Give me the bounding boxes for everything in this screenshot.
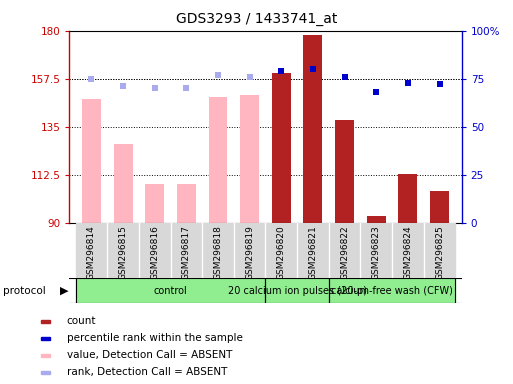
Bar bbox=[41, 320, 50, 323]
Text: GSM296820: GSM296820 bbox=[277, 225, 286, 280]
Text: rank, Detection Call = ABSENT: rank, Detection Call = ABSENT bbox=[67, 367, 227, 377]
Bar bbox=[113, 144, 132, 223]
Bar bbox=[266, 278, 329, 303]
Bar bbox=[82, 99, 101, 223]
Bar bbox=[329, 223, 361, 278]
Text: GSM296818: GSM296818 bbox=[213, 225, 223, 280]
Text: GSM296817: GSM296817 bbox=[182, 225, 191, 280]
Bar bbox=[266, 223, 297, 278]
Text: GSM296815: GSM296815 bbox=[119, 225, 128, 280]
Bar bbox=[41, 371, 50, 374]
Bar bbox=[392, 223, 424, 278]
Bar bbox=[329, 278, 456, 303]
Text: control: control bbox=[154, 286, 187, 296]
Bar bbox=[177, 184, 196, 223]
Bar bbox=[107, 223, 139, 278]
Bar bbox=[399, 174, 418, 223]
Bar bbox=[367, 216, 386, 223]
Bar bbox=[297, 223, 329, 278]
Text: calcium-free wash (CFW): calcium-free wash (CFW) bbox=[331, 286, 453, 296]
Bar bbox=[272, 73, 291, 223]
Bar bbox=[41, 337, 50, 340]
Text: GSM296824: GSM296824 bbox=[403, 225, 412, 280]
Bar bbox=[202, 223, 234, 278]
Bar bbox=[361, 223, 392, 278]
Text: GSM296819: GSM296819 bbox=[245, 225, 254, 280]
Text: ▶: ▶ bbox=[60, 286, 68, 296]
Bar bbox=[170, 223, 202, 278]
Text: GDS3293 / 1433741_at: GDS3293 / 1433741_at bbox=[176, 12, 337, 25]
Bar bbox=[424, 223, 456, 278]
Bar bbox=[75, 278, 266, 303]
Text: GSM296821: GSM296821 bbox=[308, 225, 318, 280]
Bar bbox=[430, 191, 449, 223]
Text: GSM296823: GSM296823 bbox=[372, 225, 381, 280]
Text: GSM296822: GSM296822 bbox=[340, 225, 349, 280]
Bar bbox=[145, 184, 164, 223]
Text: percentile rank within the sample: percentile rank within the sample bbox=[67, 333, 243, 343]
Bar bbox=[41, 354, 50, 357]
Text: protocol: protocol bbox=[3, 286, 45, 296]
Text: count: count bbox=[67, 316, 96, 326]
Text: GSM296814: GSM296814 bbox=[87, 225, 96, 280]
Text: GSM296825: GSM296825 bbox=[435, 225, 444, 280]
Text: value, Detection Call = ABSENT: value, Detection Call = ABSENT bbox=[67, 350, 232, 360]
Bar bbox=[335, 120, 354, 223]
Bar bbox=[240, 95, 259, 223]
Text: GSM296816: GSM296816 bbox=[150, 225, 159, 280]
Bar bbox=[75, 223, 107, 278]
Bar bbox=[304, 35, 323, 223]
Text: 20 calcium ion pulses (20-p): 20 calcium ion pulses (20-p) bbox=[228, 286, 367, 296]
Bar bbox=[234, 223, 266, 278]
Bar bbox=[208, 97, 227, 223]
Bar bbox=[139, 223, 170, 278]
